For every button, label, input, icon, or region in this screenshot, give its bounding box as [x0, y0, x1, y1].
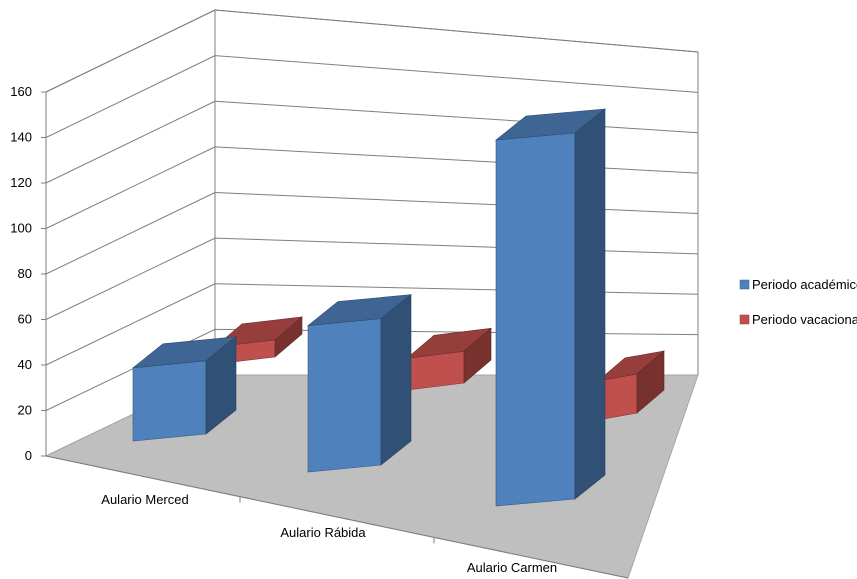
bar-academico-1-front: [307, 318, 382, 473]
gridline-back: [214, 146, 699, 174]
bar-vacacional-2: [596, 350, 666, 421]
bar-academico-0-side: [205, 336, 237, 435]
bar-vacacional-2-side: [636, 350, 665, 414]
bar-academico-2-front: [495, 132, 576, 507]
y-tick-label: 140: [10, 130, 32, 145]
y-tick-label: 0: [25, 448, 32, 463]
gridline-side: [45, 146, 216, 229]
x-axis-line: [45, 455, 629, 579]
bar-academico-2: [495, 108, 606, 507]
gridline-back: [214, 55, 699, 93]
y-tick-label: 120: [10, 175, 32, 190]
bar-academico-2-side: [574, 108, 606, 500]
legend: Periodo académico Periodo vacacional: [739, 277, 857, 327]
y-tick-label: 40: [18, 357, 32, 372]
bar-vacacional-0-side: [274, 316, 303, 358]
gridline-side: [45, 55, 216, 138]
category-label: Aulario Rábida: [280, 525, 366, 540]
gridline-back: [214, 100, 699, 134]
y-tick-label: 20: [18, 403, 32, 418]
y-axis-ticks: 0 20 40 60 80 100 120 140 160: [10, 84, 46, 463]
gridlines: [45, 9, 699, 411]
bars: [132, 108, 666, 507]
x-axis-ticks: [239, 496, 435, 544]
y-tick-label: 80: [18, 266, 32, 281]
gridline-back: [214, 192, 699, 214]
gridline-side: [45, 237, 216, 320]
legend-label-vacacional: Periodo vacacional: [752, 312, 857, 327]
gridline-back: [214, 283, 699, 295]
bar-vacacional-1-side: [463, 327, 492, 384]
bar-academico-1: [307, 293, 412, 473]
legend-swatch-academico: [739, 279, 750, 290]
category-label: Aulario Merced: [101, 492, 188, 507]
gridline-side: [45, 100, 216, 184]
gridline-side: [45, 9, 216, 93]
category-label: Aulario Carmen: [467, 560, 557, 575]
gridline-side: [45, 192, 216, 275]
bar-academico-0: [132, 336, 237, 442]
bar-academico-1-side: [380, 293, 412, 466]
y-tick-label: 60: [18, 312, 32, 327]
legend-swatch-vacacional: [739, 314, 750, 325]
y-tick-label: 160: [10, 84, 32, 99]
legend-label-academico: Periodo académico: [752, 277, 857, 292]
gridline-side: [45, 283, 216, 366]
bar-academico-0-front: [132, 360, 207, 442]
gridline-back: [214, 237, 699, 255]
bar-vacacional-1: [406, 327, 492, 391]
category-labels: Aulario Merced Aulario Rábida Aulario Carm…: [101, 492, 557, 575]
gridline-back: [214, 9, 699, 53]
y-tick-label: 100: [10, 221, 32, 236]
